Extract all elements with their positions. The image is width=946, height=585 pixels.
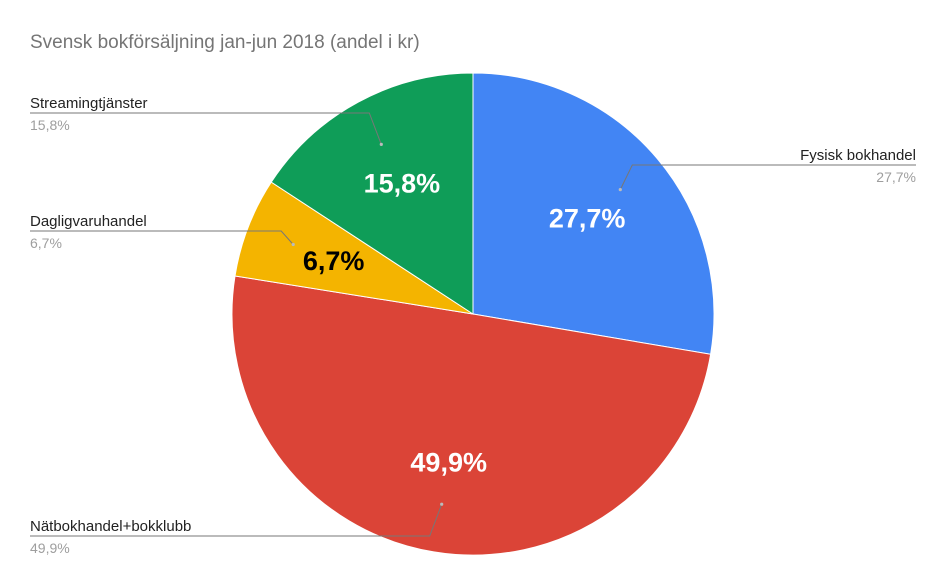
- pie-slice-natbokhandel-bokklubb: [231, 275, 712, 556]
- callout-line: [30, 230, 294, 245]
- callout-percent: 15,8%: [30, 117, 70, 133]
- callout-dot: [291, 242, 295, 247]
- callout-name: Dagligvaruhandel: [30, 213, 147, 230]
- pie-slice-labels: 27,7% 49,9% 6,7% 15,8%: [303, 169, 626, 478]
- pie-callouts: Fysisk bokhandel 27,7% Nätbokhandel+bokklu…: [30, 95, 916, 556]
- callout-line: [30, 112, 382, 145]
- callout-name: Fysisk bokhandel: [800, 147, 916, 164]
- callout-percent: 27,7%: [876, 169, 916, 185]
- chart-title: Svensk bokförsäljning jan-jun 2018 (ande…: [30, 32, 420, 53]
- callout-name: Nätbokhandel+bokklubb: [30, 518, 191, 535]
- callout-dot: [618, 188, 622, 192]
- callout-name: Streamingtjänster: [30, 95, 148, 112]
- callout-dot: [379, 142, 383, 146]
- callout-percent: 6,7%: [30, 235, 62, 251]
- slice-value-label: 27,7%: [549, 204, 626, 234]
- pie-slice-fysisk-bokhandel: [472, 72, 715, 355]
- callout-line: [619, 164, 916, 190]
- pie-slices: [231, 72, 715, 556]
- callout-dot: [440, 502, 444, 506]
- callout-line: [30, 504, 443, 537]
- pie-slice-streamingtjanster: [270, 72, 474, 315]
- callout-percent: 49,9%: [30, 540, 70, 556]
- slice-value-label: 49,9%: [410, 447, 487, 477]
- slice-value-label: 6,7%: [303, 246, 365, 276]
- slice-value-label: 15,8%: [364, 169, 441, 199]
